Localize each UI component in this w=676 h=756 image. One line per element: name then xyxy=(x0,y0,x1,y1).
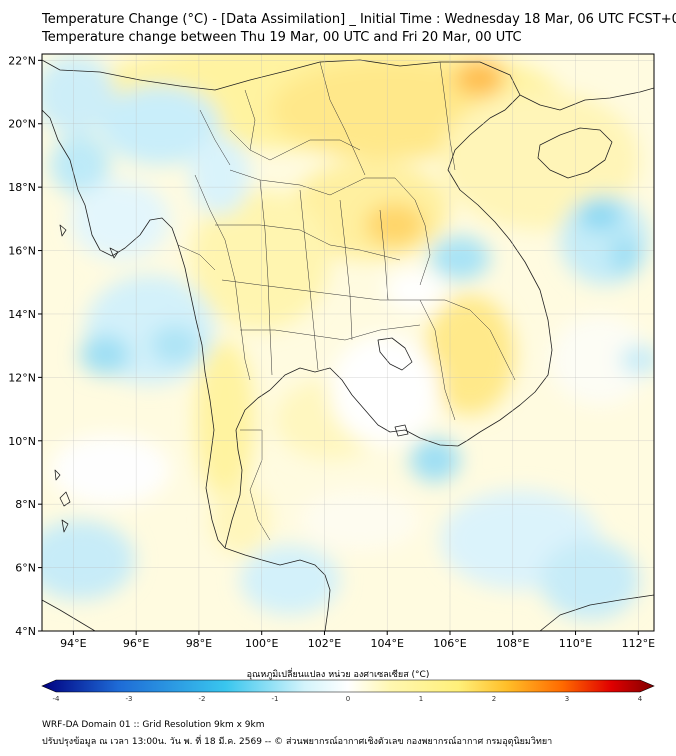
lat-tick-label: 18°N xyxy=(8,181,36,194)
colorbar: -4 -3 -2 -1 0 1 2 3 4 xyxy=(41,679,655,703)
map-title-line1: Temperature Change (°C) - [Data Assimila… xyxy=(42,12,676,27)
colorbar-tick-label: -3 xyxy=(126,695,133,703)
latitude-axis: 22°N 20°N 18°N 16°N 14°N 12°N 10°N 8°N 6°N 4°N xyxy=(8,54,42,638)
lat-tick-label: 14°N xyxy=(8,308,36,321)
lon-tick-label: 98°E xyxy=(186,637,212,650)
colorbar-ticks: -4 -3 -2 -1 0 1 2 3 4 xyxy=(53,695,643,703)
lat-tick-label: 12°N xyxy=(8,371,36,384)
lon-tick-label: 102°E xyxy=(308,637,341,650)
lon-tick-label: 110°E xyxy=(559,637,592,650)
lon-tick-label: 100°E xyxy=(245,637,278,650)
lon-tick-label: 108°E xyxy=(496,637,529,650)
longitude-axis: 94°E 96°E 98°E 100°E 102°E 104°E 106°E 108°E 110… xyxy=(60,631,655,650)
lon-tick-label: 104°E xyxy=(371,637,404,650)
colorbar-tick-label: -2 xyxy=(199,695,206,703)
lat-tick-label: 22°N xyxy=(8,54,36,67)
lon-tick-label: 106°E xyxy=(433,637,466,650)
colorbar-tick-label: 0 xyxy=(346,695,350,703)
lon-tick-label: 94°E xyxy=(60,637,86,650)
colorbar-tick-label: 4 xyxy=(638,695,643,703)
lat-tick-label: 4°N xyxy=(15,625,36,638)
colorbar-tick-label: 2 xyxy=(492,695,496,703)
province-borders xyxy=(177,61,516,541)
colorbar-label: อุณหภูมิเปลี่ยนแปลง หน่วย องศาเซลเซียส (… xyxy=(246,670,430,680)
colorbar-tick-label: -1 xyxy=(272,695,279,703)
map-title-line2: Temperature change between Thu 19 Mar, 0… xyxy=(42,30,522,45)
colorbar-tick-label: -4 xyxy=(53,695,61,703)
lat-tick-label: 20°N xyxy=(8,118,36,131)
map-frame xyxy=(41,53,655,632)
colorbar-tick-label: 1 xyxy=(419,695,423,703)
lat-tick-label: 10°N xyxy=(8,435,36,448)
lat-tick-label: 16°N xyxy=(8,245,36,258)
lat-tick-label: 8°N xyxy=(15,498,36,511)
lat-tick-label: 6°N xyxy=(15,562,36,575)
update-info: ปรับปรุงข้อมูล ณ เวลา 13:00น. วัน พ. ที่… xyxy=(42,737,553,747)
temperature-field xyxy=(42,54,654,631)
model-info: WRF-DA Domain 01 :: Grid Resolution 9km … xyxy=(42,720,265,730)
lon-tick-label: 112°E xyxy=(622,637,655,650)
lon-tick-label: 96°E xyxy=(123,637,149,650)
colorbar-tick-label: 3 xyxy=(565,695,569,703)
